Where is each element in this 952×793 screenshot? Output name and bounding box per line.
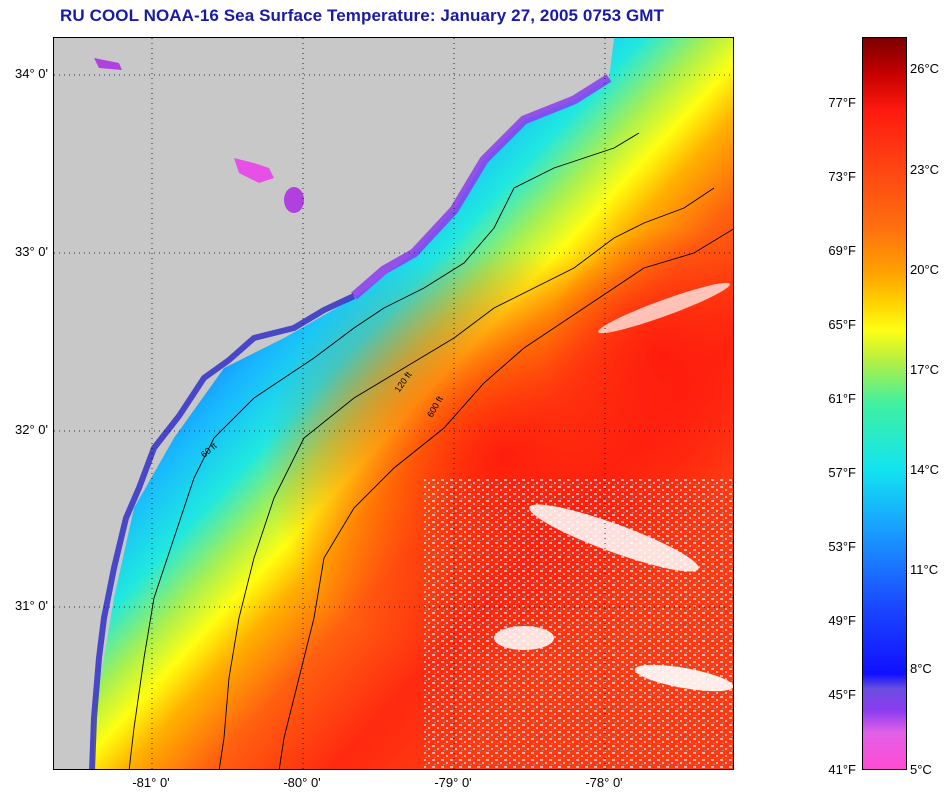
- colorbar-c-label: 17°C: [910, 362, 940, 377]
- cloud-patches: [424, 282, 733, 769]
- colorbar-f-label: 53°F: [828, 539, 856, 554]
- colorbar-c-label: 26°C: [910, 61, 940, 76]
- colorbar-c-label: 8°C: [910, 661, 932, 676]
- lat-label-33: 33° 0': [15, 244, 48, 259]
- inland-lake: [234, 158, 274, 183]
- colorbar-f-label: 49°F: [828, 613, 856, 628]
- sst-map[interactable]: 60 ft 120 ft 600 ft: [53, 37, 734, 770]
- lat-label-31: 31° 0': [15, 598, 48, 613]
- colorbar-f-label: 41°F: [828, 762, 856, 777]
- lon-label-80: -80° 0': [283, 775, 321, 790]
- lat-label-32: 32° 0': [15, 422, 48, 437]
- coastal-cold-fringe: [351, 74, 612, 300]
- lon-label-79: -79° 0': [434, 775, 472, 790]
- colorbar-f-label: 57°F: [828, 465, 856, 480]
- colorbar-f-label: 61°F: [828, 391, 856, 406]
- land-area: [54, 38, 614, 769]
- lat-label-34: 34° 0': [15, 66, 48, 81]
- lon-label-81: -81° 0': [132, 775, 170, 790]
- coastal-cold-fringe-south: [89, 293, 356, 769]
- colorbar-f-label: 77°F: [828, 95, 856, 110]
- graticule: [54, 38, 733, 769]
- inland-lake: [94, 58, 122, 70]
- colorbar-c-label: 20°C: [910, 262, 940, 277]
- map-title: RU COOL NOAA-16 Sea Surface Temperature:…: [60, 6, 665, 25]
- lon-label-78: -78° 0': [585, 775, 623, 790]
- colorbar-c-label: 14°C: [910, 462, 940, 477]
- inland-lake: [284, 187, 304, 213]
- colorbar-f-label: 73°F: [828, 169, 856, 184]
- colorbar-c-label: 23°C: [910, 162, 940, 177]
- colorbar-f-label: 69°F: [828, 243, 856, 258]
- colorbar-f-label: 65°F: [828, 317, 856, 332]
- colorbar-c-label: 5°C: [910, 762, 932, 777]
- colorbar-c-label: 11°C: [910, 562, 939, 577]
- temperature-colorbar: [862, 37, 907, 770]
- colorbar-f-label: 45°F: [828, 687, 856, 702]
